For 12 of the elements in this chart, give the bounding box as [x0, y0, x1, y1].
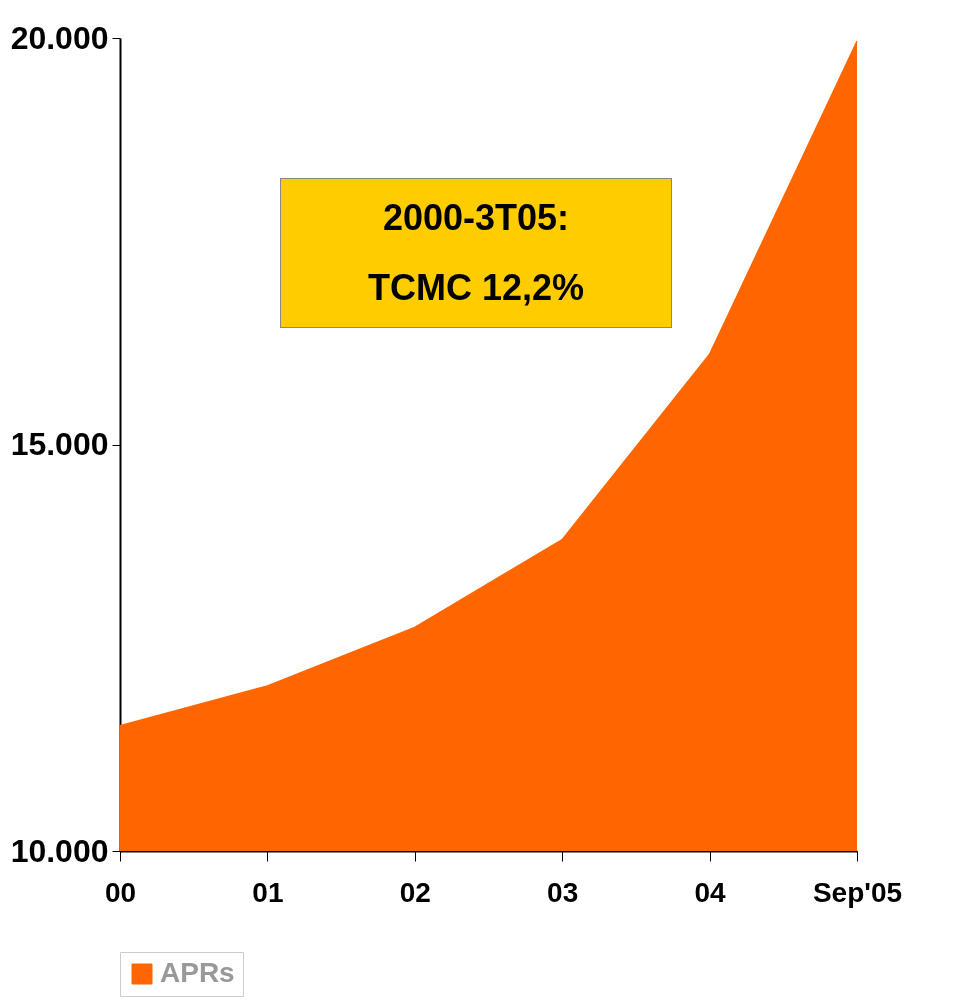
x-tick-label: 01 — [252, 876, 284, 908]
legend-label: APRs — [160, 957, 235, 988]
x-tick-label: Sep'05 — [812, 876, 903, 908]
x-tick-label: 00 — [104, 876, 137, 908]
annotation: 2000-3T05: TCMC 12,2% — [367, 196, 585, 310]
x-tick-label: 03 — [547, 876, 579, 908]
x-tick-label: 04 — [694, 876, 727, 908]
y-tick-label: 20.000 — [10, 19, 109, 56]
x-tick-label: 02 — [399, 876, 431, 908]
note-box: 2000-3T05: TCMC 12,2% — [280, 178, 672, 328]
y-tick-label: 10.000 — [10, 832, 109, 869]
y-tick-label: 15.000 — [10, 426, 109, 462]
